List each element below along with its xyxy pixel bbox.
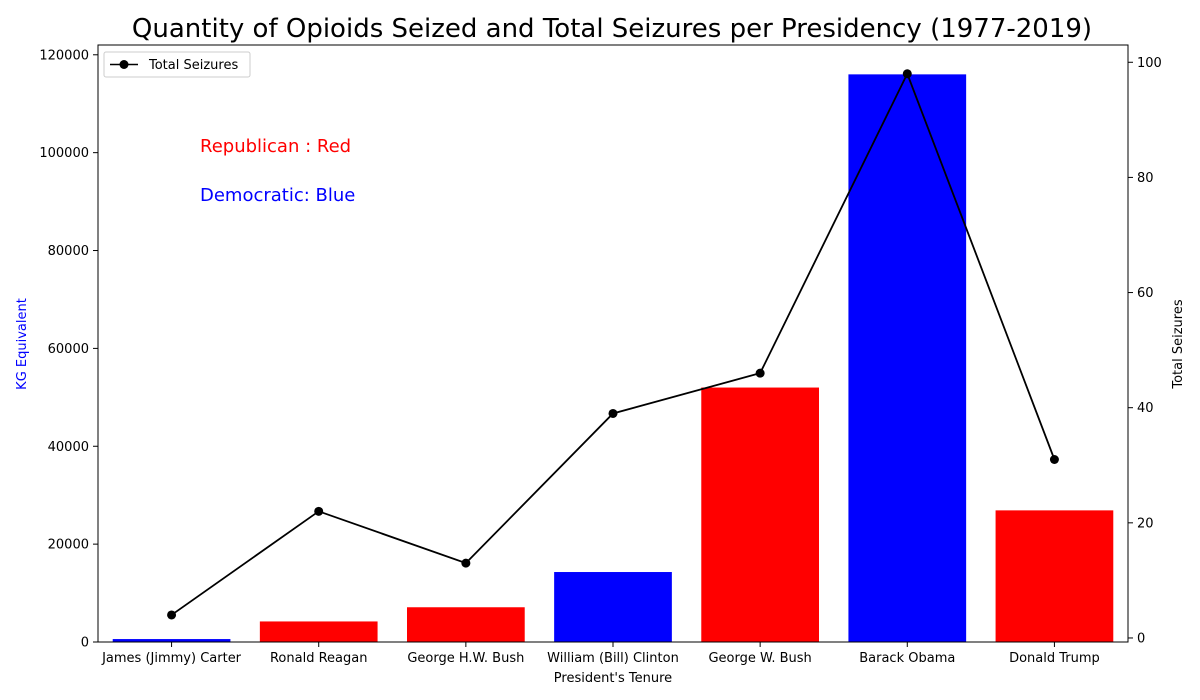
y2-tick-label-5: 100 [1137,56,1162,71]
line-group [167,69,1059,620]
seizures-point-1 [167,610,177,620]
seizures-point-2 [314,506,324,516]
seizures-point-4 [608,408,618,418]
bar-4 [554,572,672,642]
x-tick-label-7: Donald Trump [1009,651,1100,666]
y-tick-label-3: 60000 [48,342,89,357]
bar-3 [407,607,525,642]
y2-axis-label: Total Seizures [1171,299,1186,389]
y-tick-label-0: 0 [81,636,89,651]
axes-group: 0 20000 40000 60000 80000 100000 120000 0 20 40 60… [39,44,1162,666]
seizures-point-6 [902,69,912,79]
bar-5 [701,387,819,642]
legend: Total Seizures [103,51,251,78]
chart-title: Quantity of Opioids Seized and Total Sei… [132,14,1092,44]
x-tick-label-3: George H.W. Bush [407,651,524,666]
x-tick-label-6: Barack Obama [859,651,955,666]
y-axis-label: KG Equivalent [15,298,30,390]
y2-tick-label-0: 0 [1137,631,1145,646]
party-annotation-republican: Republican : Red [200,136,351,157]
y2-tick-label-2: 40 [1137,401,1154,416]
bar-6 [848,74,967,642]
seizures-point-7 [1049,455,1059,465]
x-axis-label: President's Tenure [554,671,672,686]
y-tick-label-5: 100000 [39,146,89,161]
seizures-point-5 [755,368,765,378]
bars-group [112,74,1114,642]
legend-marker-swatch [119,60,129,69]
x-tick-label-5: George W. Bush [708,651,811,666]
y2-tick-label-1: 20 [1137,516,1154,531]
y2-tick-label-3: 60 [1137,286,1154,301]
y-tick-label-6: 120000 [39,48,89,63]
y-tick-label-1: 20000 [48,538,89,553]
bar-1 [112,639,231,642]
bar-7 [995,510,1114,642]
y-tick-label-4: 80000 [48,244,89,259]
x-tick-label-1: James (Jimmy) Carter [101,651,242,666]
plot-frame [97,44,1129,643]
legend-entry-total-seizures: Total Seizures [148,58,238,73]
bar-2 [259,621,378,642]
seizures-point-3 [461,558,471,568]
y2-tick-label-4: 80 [1137,171,1154,186]
y-tick-label-2: 40000 [48,440,89,455]
x-tick-label-2: Ronald Reagan [270,651,367,666]
party-annotation-democratic: Democratic: Blue [200,185,355,206]
x-tick-label-4: William (Bill) Clinton [547,651,679,666]
